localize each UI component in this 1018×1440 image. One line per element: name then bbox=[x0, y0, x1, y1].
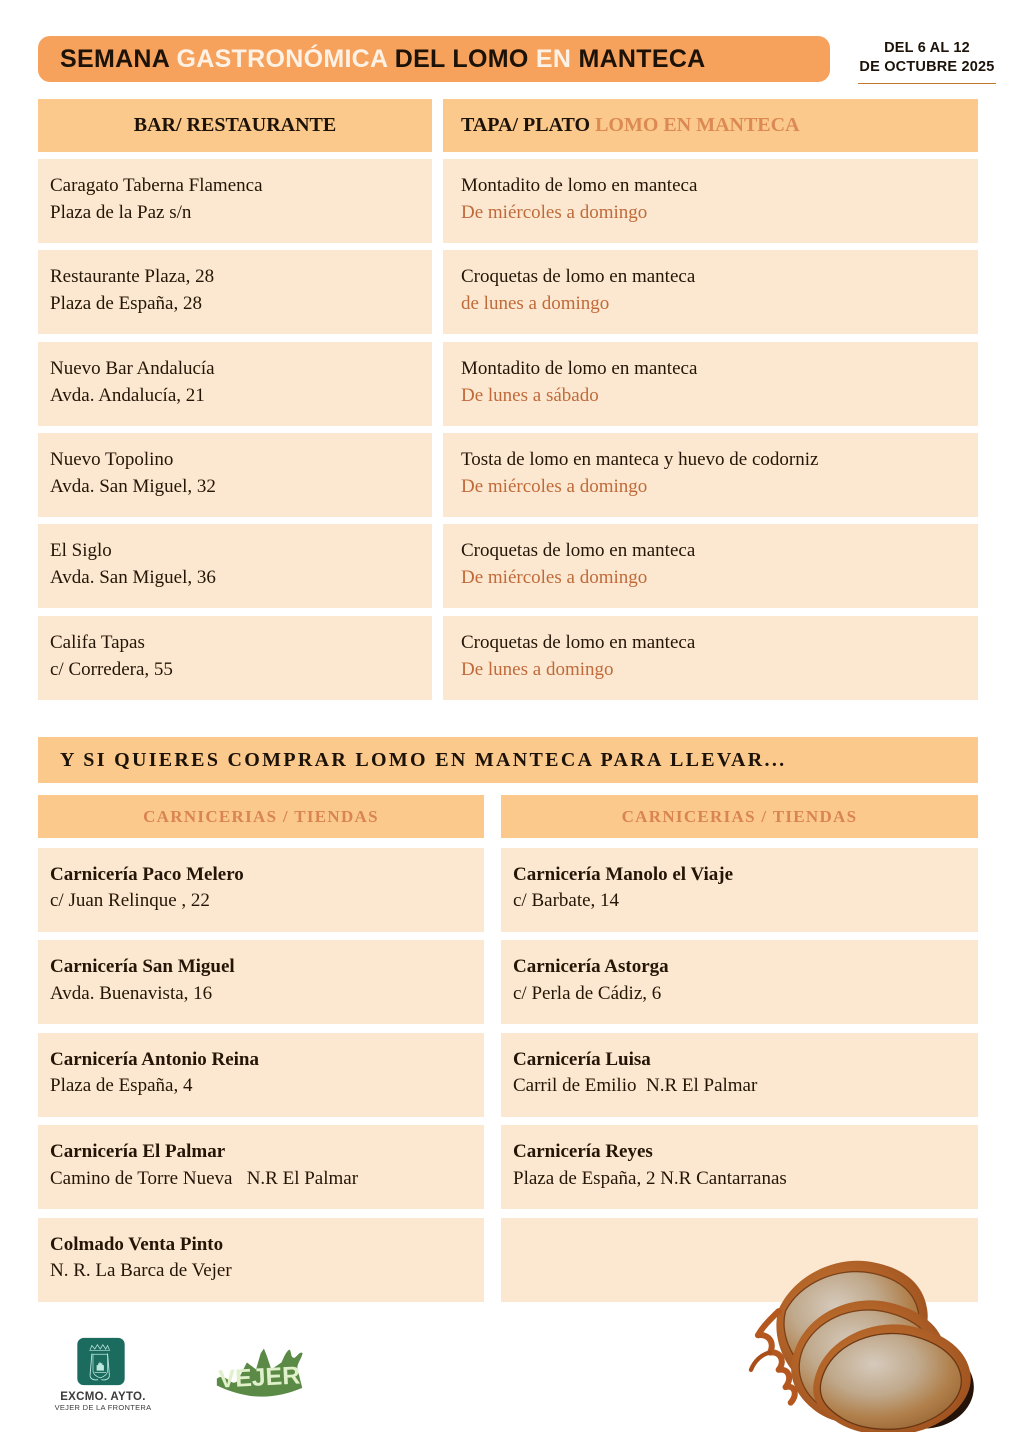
svg-text:VEJER: VEJER bbox=[218, 1361, 301, 1393]
